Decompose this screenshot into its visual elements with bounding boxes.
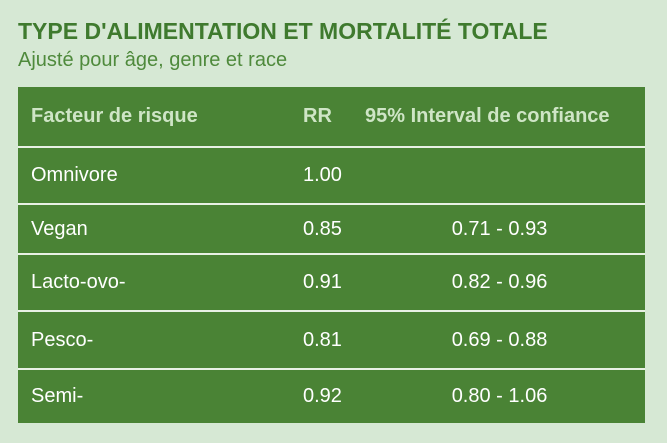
page-title: TYPE D'ALIMENTATION ET MORTALITÉ TOTALE (18, 18, 548, 44)
cell-rr: 0.85 (303, 217, 342, 240)
cell-confidence-interval (362, 148, 637, 203)
row-divider (18, 253, 645, 255)
header-confidence-interval: 95% Interval de confiance (365, 105, 610, 127)
row-divider (18, 203, 645, 205)
cell-rr: 0.81 (303, 328, 342, 351)
cell-confidence-interval: 0.71 - 0.93 (451, 217, 548, 240)
cell-rr: 1.00 (303, 164, 342, 186)
cell-risk-factor: Lacto-ovo- (31, 271, 126, 293)
cell-rr: 0.92 (303, 385, 342, 407)
row-divider (18, 146, 645, 148)
table-row: Omnivore 1.00 (18, 148, 645, 203)
row-divider (18, 310, 645, 312)
cell-risk-factor: Omnivore (31, 164, 118, 186)
data-table: Facteur de risque RR 95% Interval de con… (18, 87, 645, 423)
table-row: Semi- 0.92 0.80 - 1.06 (18, 370, 645, 423)
table-row: Pesco- 0.81 0.69 - 0.88 (18, 312, 645, 368)
header-rr: RR (303, 105, 332, 127)
header-risk-factor: Facteur de risque (31, 105, 198, 127)
page-subtitle: Ajusté pour âge, genre et race (18, 49, 288, 71)
cell-rr: 0.91 (303, 271, 342, 293)
cell-confidence-interval: 0.82 - 0.96 (451, 271, 548, 293)
table-row: Vegan 0.85 0.71 - 0.93 (18, 205, 645, 253)
cell-risk-factor: Pesco- (31, 328, 94, 351)
table-row: Lacto-ovo- 0.91 0.82 - 0.96 (18, 255, 645, 310)
cell-risk-factor: Semi- (31, 385, 84, 407)
cell-risk-factor: Vegan (31, 217, 88, 240)
cell-confidence-interval: 0.69 - 0.88 (451, 328, 548, 351)
row-divider (18, 368, 645, 370)
cell-confidence-interval: 0.80 - 1.06 (451, 385, 548, 407)
table-header-row: Facteur de risque RR 95% Interval de con… (18, 87, 645, 146)
